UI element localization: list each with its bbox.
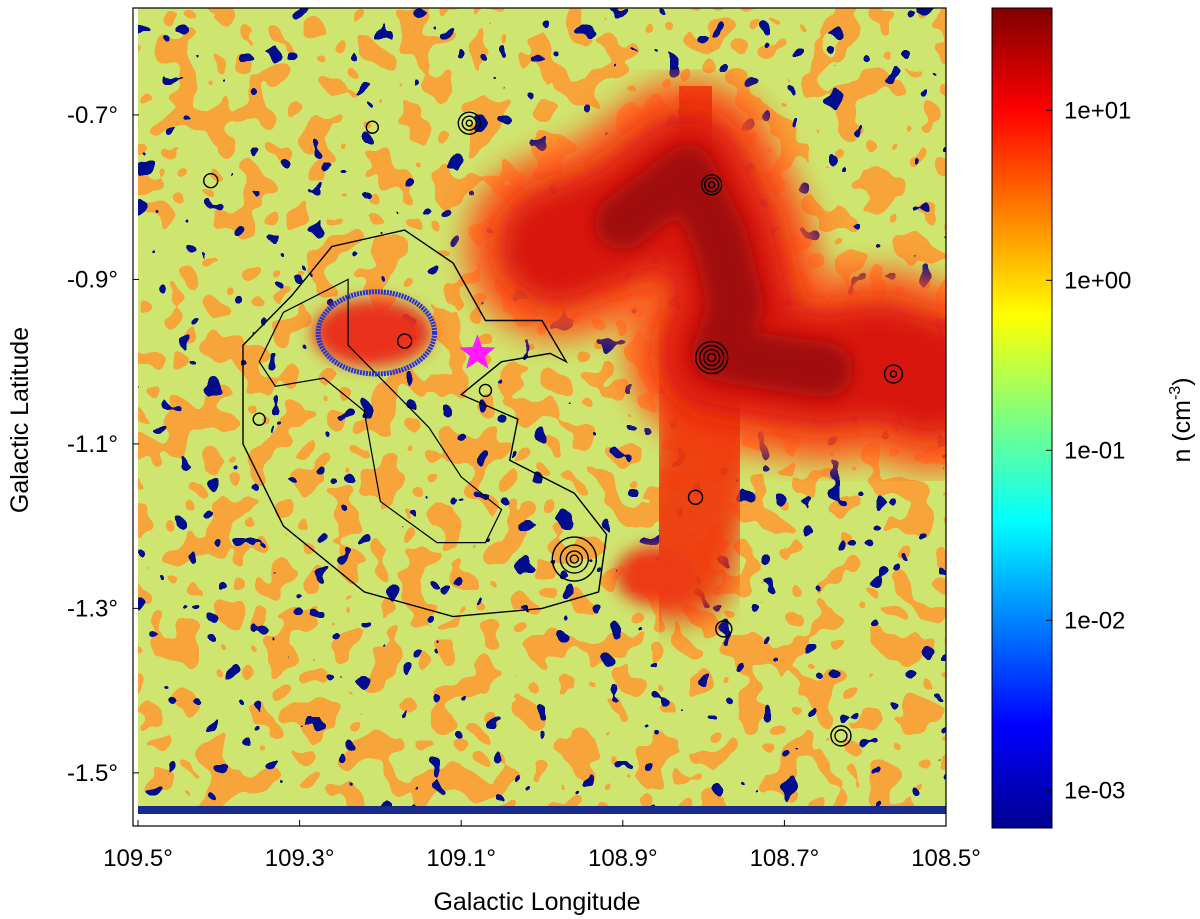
y-tick-label-0: -0.7° — [67, 102, 118, 129]
contour-ring-1-1 — [698, 344, 725, 371]
bottom-band — [138, 806, 946, 814]
contour-ring-0-3 — [569, 554, 580, 564]
colorbar-tick-label-4: 1e-03 — [1064, 777, 1125, 804]
contour-ring-2-2 — [707, 181, 716, 189]
x-axis-label: Galactic Longitude — [433, 888, 640, 916]
contour-ring-0-0 — [551, 536, 598, 582]
contour-ring-4-0 — [830, 725, 852, 747]
contour-inner — [258, 278, 503, 544]
x-tick-label-5: 108.5° — [911, 845, 981, 872]
contour-ring-0-2 — [565, 550, 584, 568]
contour-ring-12-0 — [365, 120, 380, 134]
y-tick-label-3: -1.3° — [67, 595, 118, 622]
colorbar-tick-label-3: 1e-02 — [1064, 607, 1125, 634]
density-map — [138, 8, 946, 814]
y-tick-label-4: -1.5° — [67, 760, 118, 787]
contour-ring-1-3 — [706, 352, 717, 363]
x-tick-label-0: 109.5° — [103, 845, 173, 872]
contour-ring-5-0 — [883, 364, 904, 384]
contour-ring-11-0 — [396, 333, 413, 349]
y-tick-label-1: -0.9° — [67, 266, 118, 293]
colorbar-label-exponent: -3 — [1167, 386, 1184, 400]
contour-ring-6-0 — [687, 489, 704, 506]
x-tick-label-1: 109.3° — [265, 845, 335, 872]
pulsar-star-marker — [459, 334, 496, 369]
markers — [315, 289, 496, 377]
contour-ring-7-0 — [715, 620, 733, 638]
contour-ring-3-1 — [461, 115, 477, 131]
colorbar-label-close: ) — [1168, 377, 1196, 385]
y-axis: -0.7° -0.9° -1.1° -1.3° -1.5° — [67, 102, 139, 787]
contour-ring-10-0 — [478, 383, 493, 398]
x-tick-label-2: 109.1° — [426, 845, 496, 872]
contour-ring-1-2 — [702, 348, 721, 367]
contour-ring-9-0 — [252, 412, 266, 426]
colorbar-label: n (cm-3) — [1167, 377, 1196, 462]
colorbar: 1e+01 1e+00 1e-01 1e-02 1e-03 n (cm-3) — [991, 7, 1196, 829]
contour-ring-0-1 — [559, 544, 590, 574]
cloud-clump-south — [615, 545, 696, 606]
contour-ring-5-1 — [889, 370, 898, 378]
colorbar-ticks: 1e+01 1e+00 1e-01 1e-02 1e-03 — [1046, 97, 1131, 804]
x-tick-label-4: 108.7° — [750, 845, 820, 872]
contour-ring-4-1 — [834, 729, 848, 743]
y-axis-label: Galactic Latitude — [6, 327, 34, 513]
cloud-core — [595, 145, 853, 398]
y-tick-label-2: -1.1° — [67, 431, 118, 458]
contour-shell — [242, 229, 608, 618]
contour-ring-8-0 — [203, 173, 219, 189]
radio-contours — [203, 111, 904, 747]
plot-frame — [132, 7, 947, 827]
contour-ring-3-0 — [457, 111, 481, 135]
colorbar-label-base: n (cm — [1168, 400, 1196, 463]
colorbar-tick-label-1: 1e+00 — [1064, 267, 1131, 294]
contour-ring-2-1 — [703, 177, 720, 193]
x-axis: 109.5° 109.3° 109.1° 108.9° 108.7° 108.5° — [103, 820, 981, 872]
contour-ring-1-0 — [694, 340, 729, 375]
cloud-clump — [312, 298, 433, 367]
colorbar-tick-label-0: 1e+01 — [1064, 97, 1131, 124]
x-tick-label-3: 108.9° — [588, 845, 658, 872]
region-ellipse — [315, 289, 438, 377]
contour-ring-3-2 — [465, 119, 473, 127]
dense-molecular-cloud — [312, 59, 946, 623]
colorbar-gradient — [991, 7, 1053, 829]
contour-ring-2-0 — [700, 174, 723, 196]
colorbar-tick-label-2: 1e-01 — [1064, 437, 1125, 464]
